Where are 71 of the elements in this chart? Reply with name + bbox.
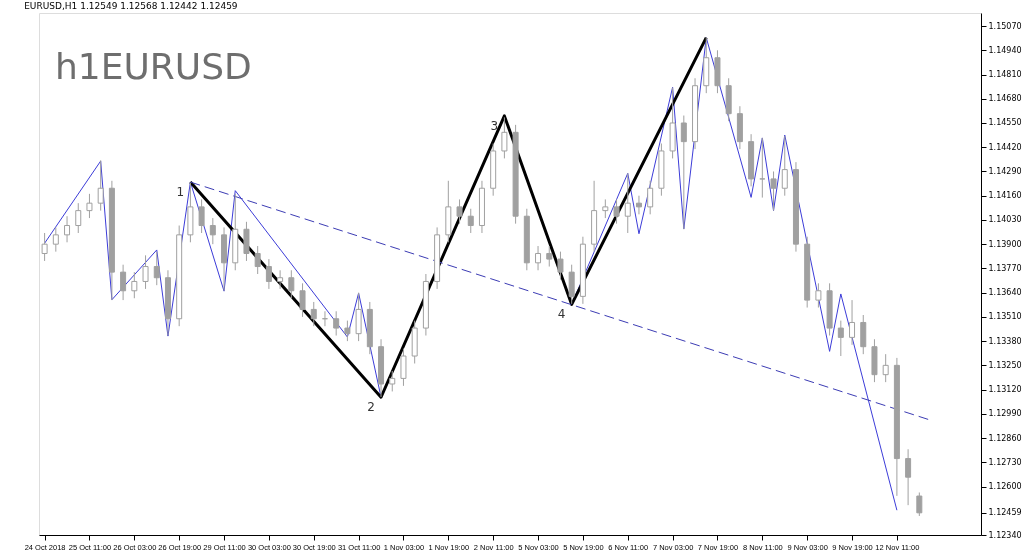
annotation: 3 bbox=[490, 118, 499, 133]
candlestick bbox=[344, 320, 351, 342]
candlestick bbox=[456, 198, 463, 225]
candlestick bbox=[602, 198, 609, 219]
candlestick bbox=[400, 348, 407, 387]
y-tick-label: 1.12340 bbox=[988, 530, 1022, 540]
annotation: 2 bbox=[367, 400, 375, 415]
y-tick-label: 1.13900 bbox=[988, 239, 1022, 249]
candlestick bbox=[97, 159, 104, 212]
y-tick-label: 1.14680 bbox=[988, 94, 1022, 104]
candlestick bbox=[209, 217, 216, 245]
candlestick bbox=[299, 282, 306, 318]
y-tick-label: 1.13120 bbox=[988, 385, 1022, 395]
y-tick-label: 1.13510 bbox=[988, 312, 1022, 322]
candlestick bbox=[467, 208, 474, 234]
candlestick bbox=[781, 135, 788, 197]
candlestick bbox=[52, 226, 59, 253]
candlestick bbox=[759, 137, 766, 199]
candlestick bbox=[882, 353, 889, 383]
candlestick bbox=[389, 370, 396, 392]
candlestick bbox=[815, 282, 822, 309]
candlestick bbox=[254, 245, 261, 275]
candlestick bbox=[120, 264, 127, 301]
candlestick bbox=[546, 245, 553, 268]
candlestick bbox=[837, 320, 844, 357]
y-tick-label: 1.13380 bbox=[988, 336, 1022, 346]
candlestick bbox=[142, 254, 149, 290]
candlestick bbox=[265, 258, 272, 290]
y-tick-label: 1.14810 bbox=[988, 70, 1022, 80]
candlestick bbox=[131, 271, 138, 299]
candlestick bbox=[635, 195, 642, 215]
candlestick bbox=[41, 232, 48, 262]
y-tick-label: 1.12990 bbox=[988, 409, 1022, 419]
candlestick bbox=[557, 251, 564, 281]
y-tick-label: 1.14420 bbox=[988, 142, 1022, 152]
y-tick-label: 1.13640 bbox=[988, 288, 1022, 298]
y-tick-label: 1.14160 bbox=[988, 191, 1022, 201]
candlestick bbox=[277, 269, 284, 290]
annotation: 1 bbox=[176, 185, 185, 200]
y-tick-label: 1.13250 bbox=[988, 360, 1022, 370]
candlestick bbox=[770, 170, 777, 212]
y-tick-label: 1.14290 bbox=[988, 166, 1022, 176]
candlestick bbox=[288, 269, 295, 299]
candlestick bbox=[153, 251, 160, 286]
y-tick-label: 1.14940 bbox=[988, 45, 1022, 55]
candlestick bbox=[535, 245, 542, 271]
chart-title: EURUSD,H1 1.12549 1.12568 1.12442 1.12459 bbox=[24, 1, 238, 11]
candlestick bbox=[333, 310, 340, 337]
candlestick bbox=[905, 448, 912, 506]
y-tick-label: 1.12459 bbox=[988, 508, 1022, 518]
annotation: h1EURUSD bbox=[55, 46, 252, 87]
candlestick bbox=[310, 301, 317, 327]
candlestick bbox=[647, 180, 654, 215]
candlestick bbox=[86, 193, 93, 219]
candlestick bbox=[64, 215, 71, 243]
candlestick bbox=[916, 491, 923, 517]
y-tick-label: 1.14550 bbox=[988, 118, 1022, 128]
candlestick bbox=[624, 172, 631, 234]
candlestick bbox=[849, 299, 856, 346]
y-tick-label: 1.14030 bbox=[988, 215, 1022, 225]
y-tick-label: 1.12600 bbox=[988, 482, 1022, 492]
candlestick bbox=[501, 116, 508, 159]
annotation: 4 bbox=[557, 307, 566, 322]
candlestick bbox=[680, 115, 687, 230]
candlestick bbox=[75, 202, 82, 234]
candlestick bbox=[613, 198, 620, 225]
y-tick-label: 1.12730 bbox=[988, 457, 1022, 467]
y-tick-label: 1.15070 bbox=[988, 21, 1022, 31]
candlestick bbox=[198, 198, 205, 234]
y-tick-label: 1.13770 bbox=[988, 263, 1022, 273]
y-tick-label: 1.12860 bbox=[988, 433, 1022, 443]
